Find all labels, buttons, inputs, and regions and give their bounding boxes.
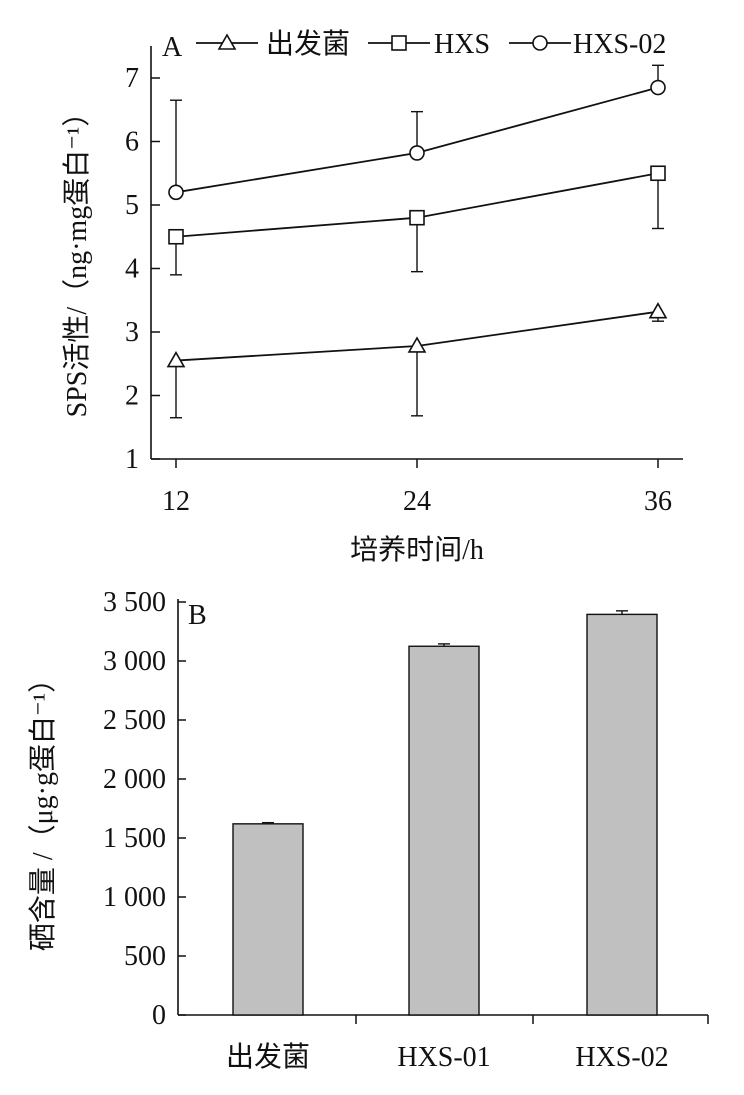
panel-a-series [166, 64, 668, 419]
panel-b-x-tick-label: HXS-02 [575, 1042, 668, 1073]
panel-a-x-tick-label: 12 [162, 486, 190, 517]
panel-a-x-axis-title: 培养时间/h [350, 534, 484, 566]
panel-a-y-tick-label: 1 [125, 444, 139, 475]
panel-a-label: A [162, 32, 183, 63]
panel-b-y-tick-label: 1 000 [103, 882, 166, 913]
panel-a-y-tick-label: 5 [125, 190, 139, 221]
panel-b-bar [408, 645, 480, 1016]
panel-b-y-tick-label: 3 000 [103, 646, 166, 677]
panel-a-y-tick-label: 6 [125, 127, 139, 158]
panel-b-y-tick-label: 0 [152, 1000, 166, 1031]
panel-a-point [409, 209, 425, 226]
panel-a-point [407, 336, 427, 353]
panel-b-y-tick-label: 1 500 [103, 823, 166, 854]
panel-b-y-axis-title: 硒含量 /（μg·g蛋白⁻¹） [27, 665, 59, 951]
panel-a-x-ticks: 12 24 36 [162, 459, 672, 517]
panel-a-legend-marker [532, 35, 548, 51]
panel-b-y-ticks: 0 500 1 000 1 500 2 000 2 500 3 000 3 500 [103, 587, 186, 1031]
panel-a-y-tick-label: 4 [125, 254, 139, 285]
panel-a-y-tick-label: 7 [125, 63, 139, 94]
panel-a-point [168, 228, 184, 245]
panel-b-bar [232, 823, 304, 1016]
panel-a-legend: 出发菌 HXS HXS-02 [196, 28, 666, 60]
panel-b-label: B [188, 600, 207, 631]
panel-b-y-tick-label: 500 [124, 941, 166, 972]
panel-a-point [650, 165, 666, 182]
panel-b-bars [232, 610, 658, 1016]
panel-a-x-tick-label: 24 [403, 486, 431, 517]
panel-a-point [168, 184, 184, 201]
panel-a-y-tick-label: 3 [125, 317, 139, 348]
panel-b-x-tick-label: 出发菌 [226, 1041, 310, 1073]
panel-a-point [166, 350, 186, 368]
panel-a-x-tick-label: 36 [644, 486, 672, 517]
panel-a-legend-label: HXS [434, 29, 490, 60]
panel-a-legend-marker [217, 33, 237, 50]
panel-a-point [648, 302, 668, 319]
panel-a-legend-marker [391, 35, 407, 51]
panel-b-y-tick-label: 2 500 [103, 705, 166, 736]
panel-b-x-ticks: 出发菌 HXS-01 HXS-02 [226, 1015, 709, 1073]
panel-b-bar-chart: B 0 500 1 000 1 500 2 000 2 500 3 000 3 500 出发菌… [27, 587, 709, 1073]
panel-b-x-tick-label: HXS-01 [397, 1042, 490, 1073]
panel-a-y-tick-label: 2 [125, 381, 139, 412]
panel-a-y-axis-title: SPS活性/（ng·mg蛋白⁻¹） [61, 99, 93, 418]
panel-a-point [409, 145, 425, 161]
panel-a-point [650, 79, 666, 96]
panel-b-y-tick-label: 3 500 [103, 587, 166, 618]
panel-a-legend-label: HXS-02 [573, 29, 666, 60]
panel-a-legend-label: 出发菌 [266, 28, 350, 60]
panel-b-y-tick-label: 2 000 [103, 764, 166, 795]
panel-b-bar [586, 613, 658, 1016]
panel-a-y-ticks: 1 2 3 4 5 6 7 [125, 63, 160, 475]
